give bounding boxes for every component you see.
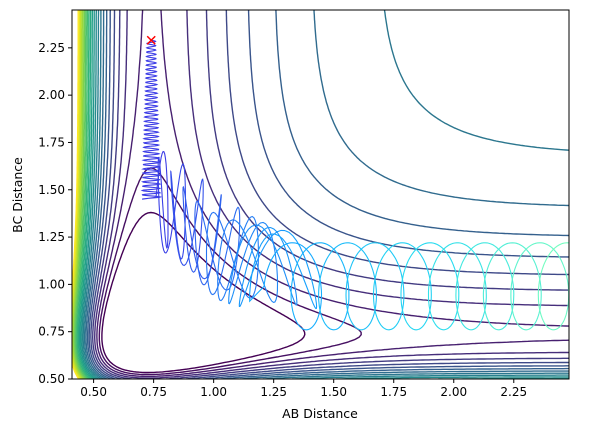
trajectory-segment — [141, 150, 169, 235]
contour-lines — [72, 10, 569, 379]
trajectory-segment — [318, 242, 351, 328]
contour-level — [92, 10, 569, 379]
trajectory-segment — [142, 130, 161, 147]
trajectory-segment — [541, 242, 569, 271]
trajectory-segment — [290, 242, 337, 314]
trajectory-segment — [182, 185, 216, 280]
x-tick-label: 0.50 — [80, 385, 107, 399]
trajectory-segment — [157, 156, 175, 254]
plot-frame — [71, 9, 570, 380]
trajectory-segment — [140, 175, 162, 193]
trajectory-segment — [234, 219, 279, 304]
trajectory-segment — [249, 230, 318, 310]
start-marker — [146, 35, 156, 45]
trajectory-segment — [143, 100, 160, 117]
trajectory-segment — [238, 226, 295, 307]
trajectory-segment — [228, 224, 298, 306]
trajectory-segment — [364, 242, 405, 321]
trajectory-segment — [345, 245, 366, 331]
contour-level — [82, 10, 569, 379]
trajectory-segment — [427, 242, 479, 304]
y-tick-label: 1.75 — [38, 135, 65, 149]
contour-level — [81, 10, 569, 379]
y-axis: 0.50 0.75 1.00 1.25 1.50 1.75 2.00 2.25 — [38, 41, 72, 386]
contour-level — [72, 10, 85, 379]
x-tick-label: 0.75 — [140, 385, 167, 399]
trajectory-segment — [508, 242, 542, 327]
trajectory-segment — [455, 242, 495, 322]
contour-level — [78, 10, 95, 379]
trajectory-segment — [372, 259, 400, 331]
x-tick-label: 1.00 — [200, 385, 227, 399]
trajectory-segment — [400, 281, 432, 331]
y-tick-label: 0.75 — [38, 325, 65, 339]
trajectory-segment — [194, 194, 222, 286]
contour-level — [101, 211, 306, 374]
trajectory-segment — [249, 242, 319, 303]
trajectory — [140, 39, 569, 331]
x-axis-title: AB Distance — [282, 406, 358, 421]
x-tick-label: 1.25 — [260, 385, 287, 399]
contour-level — [75, 10, 90, 379]
trajectory-segment — [510, 251, 534, 331]
y-tick-label: 0.50 — [38, 372, 65, 386]
x-tick-label: 2.25 — [500, 385, 527, 399]
trajectory-segment — [144, 70, 159, 87]
y-tick-label: 2.25 — [38, 41, 65, 55]
trajectory-segment — [350, 242, 377, 330]
contour-level — [85, 10, 569, 379]
trajectory-segment — [141, 160, 162, 178]
contour-level — [83, 10, 569, 379]
x-axis: 0.50 0.75 1.00 1.25 1.50 1.75 2.00 2.25 — [80, 379, 527, 399]
y-tick-label: 1.25 — [38, 230, 65, 244]
trajectory-segment — [197, 202, 241, 291]
trajectory-segment — [380, 242, 432, 303]
trajectory-segment — [217, 215, 260, 302]
contour-level — [77, 10, 93, 379]
y-axis-title: BC Distance — [10, 157, 25, 233]
contour-level — [72, 10, 80, 379]
contour-level — [73, 10, 86, 379]
trajectory-segment — [144, 54, 158, 72]
trajectory-segment — [142, 115, 160, 132]
trajectory-segment — [292, 268, 323, 331]
trajectory-segment — [141, 145, 161, 162]
trajectory-segment — [482, 242, 509, 331]
trajectory-segment — [327, 251, 350, 331]
trajectory-segment — [143, 85, 159, 102]
contour-level — [74, 10, 88, 379]
y-tick-label: 2.00 — [38, 88, 65, 102]
trajectory-segment — [205, 211, 259, 299]
trajectory-segment — [428, 280, 460, 331]
start-x-marker — [146, 35, 156, 45]
x-tick-label: 1.50 — [320, 385, 347, 399]
trajectory-segment — [170, 173, 204, 267]
contour-level — [90, 10, 569, 379]
y-tick-label: 1.50 — [38, 183, 65, 197]
x-tick-label: 1.75 — [380, 385, 407, 399]
contour-level — [76, 10, 91, 379]
trajectory-segment — [170, 163, 187, 260]
y-tick-label: 1.00 — [38, 277, 65, 291]
x-tick-label: 2.00 — [440, 385, 467, 399]
contour-level — [86, 10, 569, 379]
contour-level — [96, 10, 569, 378]
trajectory-segment — [401, 242, 459, 282]
trajectory-segment — [494, 245, 515, 331]
trajectory-segment — [537, 269, 568, 331]
